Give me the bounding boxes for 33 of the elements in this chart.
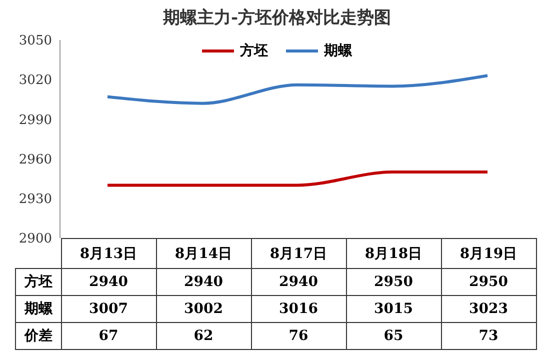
x-tick-label: 8月17日 <box>251 238 346 268</box>
y-tick-label: 2960 <box>18 152 52 168</box>
data-label: 3016 <box>251 296 346 322</box>
text: 价差 <box>16 322 61 350</box>
text: 方坯 <box>24 274 52 290</box>
y-tick-label: 3020 <box>18 73 52 88</box>
text: 62 <box>156 322 251 350</box>
data-label: 3015 <box>346 296 441 322</box>
data-label: 3002 <box>156 296 251 322</box>
x-tick-label: 8月18日 <box>346 238 441 268</box>
y-tick-label: 2930 <box>18 192 52 208</box>
line-series <box>106 74 489 105</box>
text: 期螺 <box>24 301 52 317</box>
data-label: 2940 <box>251 268 346 296</box>
y-tick-label: 2900 <box>18 232 52 247</box>
data-label: 2950 <box>441 268 536 296</box>
data-label: 2950 <box>346 268 441 296</box>
x-tick-label: 8月14日 <box>156 238 251 268</box>
data-label: 3023 <box>441 296 536 322</box>
legend-label: 期螺 <box>323 42 352 60</box>
data-label: 2940 <box>61 268 156 296</box>
y-tick-label: 3050 <box>18 34 52 49</box>
chart-title: 期螺主力-方坯价格对比走势图 <box>162 7 392 29</box>
data-label: 2940 <box>156 268 251 296</box>
text: 73 <box>441 322 536 350</box>
x-tick-label: 8月13日 <box>61 238 156 268</box>
text: 76 <box>251 322 346 350</box>
legend-label: 方坯 <box>238 42 268 60</box>
y-tick-label: 2990 <box>18 112 52 128</box>
text: 67 <box>61 322 156 350</box>
text: 65 <box>346 322 441 350</box>
x-tick-label: 8月19日 <box>441 238 536 268</box>
data-label: 3007 <box>61 296 156 322</box>
